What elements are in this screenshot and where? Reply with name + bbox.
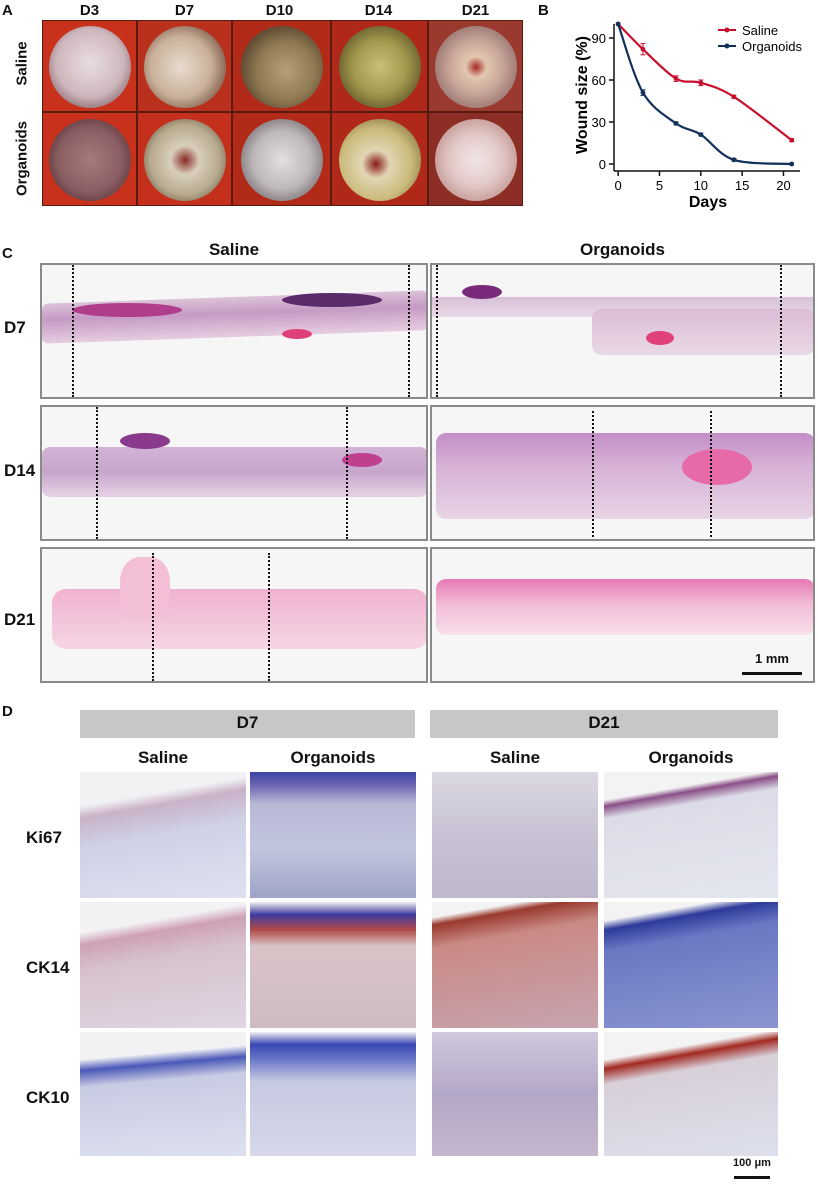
panel-d-marker-ki67: Ki67 <box>26 828 62 847</box>
ihc-ki67-d21-organoids <box>604 772 778 898</box>
he-section-saline-d7 <box>40 263 428 399</box>
x-axis-label: Days <box>689 194 727 211</box>
panel-a-day-label: D7 <box>174 2 195 19</box>
panel-d-subcolumn-label: Organoids <box>290 748 376 767</box>
ihc-ck14-d21-organoids <box>604 902 778 1028</box>
data-point-organoids <box>615 21 621 27</box>
panel-d-group-d21: D21 <box>588 713 620 732</box>
he-section-organoids-d21 <box>430 547 815 683</box>
panel-c-scale-bar-label: 1 mm <box>755 651 789 666</box>
panel-d-group-d7: D7 <box>236 713 259 732</box>
panel-a-day-label: D10 <box>265 2 294 19</box>
series-line-saline <box>617 23 793 142</box>
x-tick-label: 0 <box>615 178 622 193</box>
panel-c-row-d14: D14 <box>4 461 36 480</box>
wound-photo-organoids-d21 <box>428 112 523 206</box>
panel-d-marker-ck10: CK10 <box>26 1088 70 1107</box>
wound-photo-saline-d14 <box>331 20 428 112</box>
wound-photo-organoids-d7 <box>137 112 232 206</box>
ihc-ck14-d21-saline <box>432 902 598 1028</box>
panel-d-group-bar-d7 <box>80 710 415 738</box>
ihc-ck14-d7-organoids <box>250 902 416 1028</box>
wound-photo-organoids-d10 <box>232 112 331 206</box>
data-point-saline <box>698 80 704 86</box>
wound-size-chart: Wound size (%) Days 0 30 60 90 0 5 10 15 20 Sali… <box>574 21 802 211</box>
y-tick-label: 90 <box>592 31 606 46</box>
ihc-ck14-d7-saline <box>80 902 246 1028</box>
panel-d-scale-bar-line <box>734 1176 770 1179</box>
wound-photo-saline-d21 <box>428 20 523 112</box>
panel-d-subcolumn-label: Organoids <box>648 748 734 767</box>
panel-a-day-label: D14 <box>364 2 393 19</box>
panel-d-subcolumn-label: Saline <box>489 748 541 767</box>
he-section-organoids-d14 <box>430 405 815 541</box>
panel-d-label: D <box>2 703 13 720</box>
data-point-saline <box>731 94 737 100</box>
panel-d-marker-ck14: CK14 <box>26 958 70 977</box>
ihc-ck10-d21-saline <box>432 1032 598 1156</box>
ihc-ki67-d7-organoids <box>250 772 416 898</box>
legend-label-saline: Saline <box>742 23 778 38</box>
x-tick-label: 20 <box>776 178 790 193</box>
he-section-saline-d14 <box>40 405 428 541</box>
ihc-ck10-d7-organoids <box>250 1032 416 1156</box>
he-section-saline-d21 <box>40 547 428 683</box>
data-point-organoids <box>789 161 795 167</box>
wound-photo-saline-d3 <box>42 20 137 112</box>
panel-d-group-bar-d21 <box>430 710 778 738</box>
panel-a-day-label: D21 <box>461 2 490 19</box>
he-section-organoids-d7 <box>430 263 815 399</box>
data-point-organoids <box>640 90 646 95</box>
panel-a-label: A <box>2 2 13 19</box>
wound-photo-organoids-d14 <box>331 112 428 206</box>
y-axis-label: Wound size (%) <box>574 36 591 154</box>
panel-d-scale-bar-label: 100 μm <box>733 1157 771 1169</box>
wound-photo-saline-d10 <box>232 20 331 112</box>
panel-d-subcolumn-label: Saline <box>137 748 189 767</box>
ihc-ck10-d7-saline <box>80 1032 246 1156</box>
panel-a-row-label: Organoids <box>13 121 31 197</box>
panel-c-column-saline: Saline <box>208 240 260 259</box>
panel-c-label: C <box>2 245 13 262</box>
data-point-organoids <box>673 121 679 126</box>
series-line-organoids <box>617 23 792 166</box>
data-point-saline <box>640 46 646 52</box>
wound-photo-saline-d7 <box>137 20 232 112</box>
y-tick-label: 30 <box>592 115 606 130</box>
panel-a-row-label: Saline <box>13 41 31 86</box>
panel-b-label: B <box>538 2 549 19</box>
ihc-ck10-d21-organoids <box>604 1032 778 1156</box>
x-tick-label: 10 <box>694 178 708 193</box>
legend-marker-organoids <box>724 43 730 49</box>
data-point-organoids <box>731 157 737 163</box>
data-point-saline <box>789 137 795 143</box>
panel-c-row-d21: D21 <box>4 610 36 629</box>
data-point-organoids <box>698 132 704 138</box>
data-point-saline <box>673 76 679 81</box>
legend-label-organoids: Organoids <box>742 39 802 54</box>
ihc-ki67-d7-saline <box>80 772 246 898</box>
panel-c-column-organoids: Organoids <box>579 240 665 259</box>
x-tick-label: 5 <box>656 178 663 193</box>
y-tick-label: 0 <box>599 157 606 172</box>
ihc-ki67-d21-saline <box>432 772 598 898</box>
legend-marker-saline <box>724 27 730 33</box>
y-tick-label: 60 <box>592 73 606 88</box>
panel-c-row-d7: D7 <box>4 318 26 337</box>
x-tick-label: 15 <box>735 178 749 193</box>
panel-c-scale-bar-line <box>742 672 802 675</box>
wound-photo-organoids-d3 <box>42 112 137 206</box>
panel-a-day-label: D3 <box>79 2 100 19</box>
